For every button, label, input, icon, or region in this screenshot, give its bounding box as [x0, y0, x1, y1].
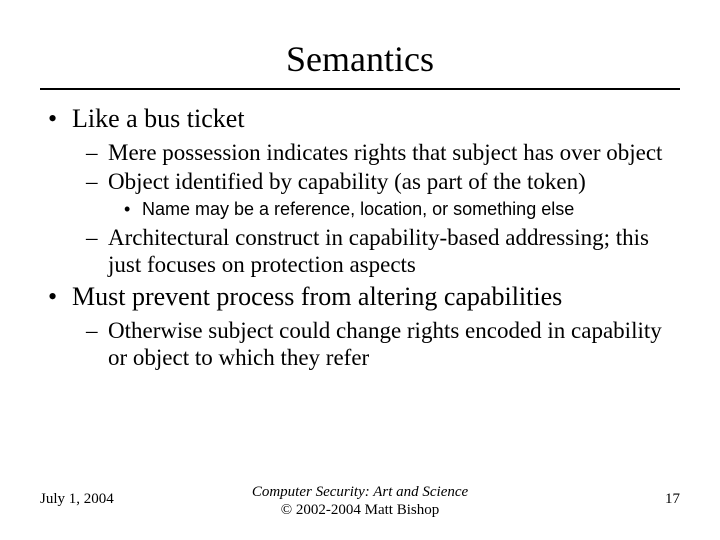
slide: Semantics Like a bus ticket Mere possess…: [0, 0, 720, 540]
slide-title: Semantics: [0, 0, 720, 88]
bullet-1-text: Like a bus ticket: [72, 104, 245, 133]
bullet-1: Like a bus ticket Mere possession indica…: [40, 104, 680, 278]
slide-footer: July 1, 2004 Computer Security: Art and …: [0, 483, 720, 521]
footer-source: Computer Security: Art and Science: [252, 484, 468, 500]
bullet-2-1: Otherwise subject could change rights en…: [72, 317, 680, 371]
bullet-2: Must prevent process from altering capab…: [40, 282, 680, 371]
bullet-1-3: Architectural construct in capability-ba…: [72, 224, 680, 278]
bullet-2-text: Must prevent process from altering capab…: [72, 282, 562, 311]
footer-copyright: © 2002-2004 Matt Bishop: [281, 502, 439, 518]
footer-date: July 1, 2004: [40, 491, 114, 508]
bullet-1-1: Mere possession indicates rights that su…: [72, 139, 680, 166]
bullet-list: Like a bus ticket Mere possession indica…: [40, 104, 680, 371]
bullet-2-sublist: Otherwise subject could change rights en…: [72, 317, 680, 371]
bullet-1-2-sublist: Name may be a reference, location, or so…: [108, 199, 680, 220]
bullet-1-2-text: Object identified by capability (as part…: [108, 169, 586, 194]
footer-page: 17: [665, 491, 680, 508]
footer-center: Computer Security: Art and Science © 200…: [40, 483, 680, 521]
bullet-1-2-1: Name may be a reference, location, or so…: [108, 199, 680, 220]
slide-body: Like a bus ticket Mere possession indica…: [0, 104, 720, 371]
title-rule: [40, 88, 680, 90]
bullet-1-sublist: Mere possession indicates rights that su…: [72, 139, 680, 279]
bullet-1-2: Object identified by capability (as part…: [72, 168, 680, 220]
